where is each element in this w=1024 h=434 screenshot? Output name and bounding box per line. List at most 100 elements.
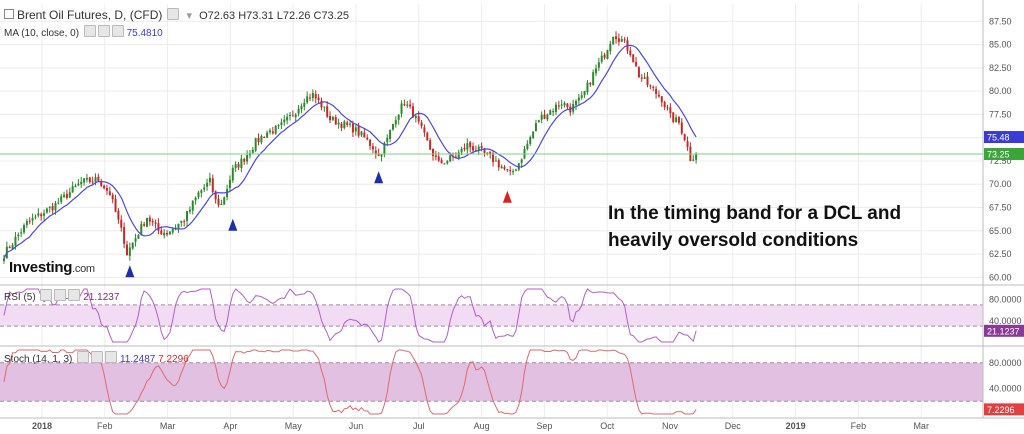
candle-body <box>589 82 592 85</box>
candle-body <box>337 122 340 125</box>
candle-body <box>480 146 483 149</box>
candle-body <box>600 55 603 62</box>
rsi-settings-icon[interactable] <box>54 289 67 301</box>
annotation-line-1: In the timing band for a DCL and <box>608 203 902 224</box>
x-tick-label-3: Apr <box>223 421 237 431</box>
candle-body <box>449 155 452 162</box>
chart-header: Brent Oil Futures, D, (CFD) ▾ O72.63 H73… <box>4 8 349 22</box>
price-tick-label-0: 87.50 <box>989 16 1012 26</box>
candle-body <box>14 236 17 246</box>
candle-body <box>211 178 214 193</box>
candle-body <box>543 114 546 119</box>
candle-body <box>97 176 100 181</box>
last-price-tag-bg <box>984 147 1024 160</box>
candle-body <box>532 131 535 138</box>
candle-body <box>635 61 638 67</box>
candle-body <box>406 104 409 106</box>
candle-body <box>200 190 203 193</box>
candle-body <box>583 91 586 96</box>
stoch-tick-label-1: 40.0000 <box>989 383 1022 393</box>
ma-eye-icon[interactable] <box>83 25 96 37</box>
rsi-line <box>3 288 697 343</box>
candle-body <box>117 210 120 220</box>
candle-body <box>268 130 271 133</box>
x-tick-label-7: Aug <box>474 421 490 431</box>
candle-body <box>552 111 555 113</box>
candle-body <box>291 115 294 117</box>
candle-body <box>237 164 240 168</box>
x-tick-label-0: 2018 <box>32 421 52 431</box>
stoch-line <box>3 349 697 415</box>
candle-body <box>520 159 523 163</box>
ma-settings-icon[interactable] <box>97 25 110 37</box>
candle-body <box>466 143 469 150</box>
candle-body <box>695 153 698 160</box>
price-tick-label-6: 72.50 <box>989 156 1012 166</box>
candle-body <box>294 114 297 118</box>
collapse-icon[interactable] <box>4 9 14 19</box>
header-settings-icon[interactable] <box>167 8 180 20</box>
signal-arrow-2 <box>374 171 384 184</box>
candle-body <box>603 54 606 58</box>
ma-close-icon[interactable] <box>111 25 124 37</box>
stoch-label: Stoch (14, 1, 3) <box>4 354 73 365</box>
candle-body <box>377 153 380 156</box>
candle-body <box>351 123 354 133</box>
y-axis-labels: 87.5085.0082.5080.0077.5075.0072.5070.00… <box>989 16 1022 393</box>
candle-body <box>632 54 635 63</box>
candle-body <box>25 221 28 226</box>
candle-body <box>168 231 171 235</box>
candle-body <box>514 169 517 171</box>
candle-body <box>280 122 283 125</box>
candle-body <box>254 138 257 151</box>
candle-body <box>286 116 289 121</box>
stoch-close-icon[interactable] <box>105 351 118 363</box>
last-price-tag: 73.25 <box>987 149 1010 159</box>
candle-body <box>45 208 48 213</box>
candle-body <box>394 120 397 125</box>
stoch-value-tag: 7.2296 <box>987 405 1015 415</box>
candle-body <box>646 76 649 86</box>
candle-body <box>457 152 460 159</box>
x-tick-label-8: Sep <box>536 421 552 431</box>
candle-body <box>423 127 426 133</box>
price-tags: 75.48 73.25 21.1237 7.2296 <box>984 131 1024 416</box>
candle-body <box>380 154 383 157</box>
candle-body <box>74 185 77 188</box>
candle-body <box>311 92 314 99</box>
candle-body <box>371 146 374 150</box>
candle-body <box>472 146 475 151</box>
candle-body <box>500 166 503 169</box>
candle-body <box>186 211 189 222</box>
price-tick-label-9: 65.00 <box>989 226 1012 236</box>
price-tick-label-1: 85.00 <box>989 40 1012 50</box>
header-chevron-icon[interactable]: ▾ <box>186 10 193 22</box>
price-tick-label-11: 60.00 <box>989 272 1012 282</box>
candle-body <box>554 104 557 112</box>
candle-body <box>346 122 349 125</box>
candle-body <box>354 127 357 132</box>
rsi-header: RSI (5) 21.1237 <box>4 289 119 303</box>
candle-body <box>509 170 512 172</box>
candle-body <box>77 183 80 186</box>
candle-body <box>526 143 529 150</box>
candle-body <box>154 222 157 224</box>
candle-body <box>160 230 163 235</box>
candle-body <box>369 139 372 146</box>
candle-body <box>529 137 532 144</box>
candle-body <box>120 219 123 228</box>
rsi-close-icon[interactable] <box>68 289 81 301</box>
candle-body <box>366 137 369 140</box>
candle-body <box>240 158 243 169</box>
stoch-settings-icon[interactable] <box>91 351 104 363</box>
rsi-eye-icon[interactable] <box>40 289 53 301</box>
candle-body <box>48 206 51 208</box>
candle-body <box>549 110 552 115</box>
candle-body <box>597 62 600 68</box>
candle-body <box>680 122 683 134</box>
stoch-eye-icon[interactable] <box>77 351 90 363</box>
rsi-value-tag: 21.1237 <box>987 326 1020 336</box>
candle-body <box>663 101 666 108</box>
candle-body <box>8 246 11 249</box>
